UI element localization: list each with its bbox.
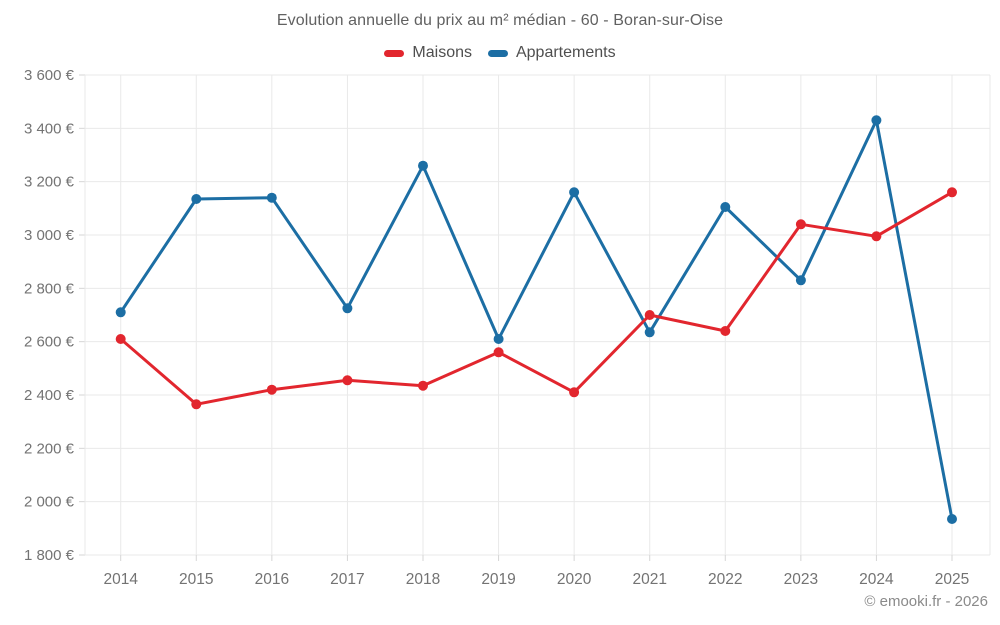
legend-item-maisons[interactable]: Maisons (384, 44, 472, 62)
data-point-maisons-2014[interactable] (115, 334, 126, 344)
y-axis-label: 2 400 € (24, 387, 75, 404)
x-axis-label: 2018 (406, 571, 440, 588)
y-axis-label: 3 000 € (24, 227, 75, 244)
y-axis-label: 3 400 € (24, 120, 75, 137)
x-axis-label: 2024 (859, 571, 894, 588)
data-point-appartements-2015[interactable] (191, 194, 202, 204)
legend-item-appartements[interactable]: Appartements (487, 44, 616, 62)
data-point-maisons-2016[interactable] (266, 384, 277, 395)
data-point-appartements-2024[interactable] (871, 115, 882, 126)
data-point-appartements-2021[interactable] (644, 327, 655, 338)
x-axis-label: 2023 (784, 571, 818, 588)
y-axis-label: 2 600 € (24, 334, 75, 351)
y-axis-label: 3 600 € (24, 67, 75, 84)
x-axis-label: 2016 (255, 571, 289, 588)
x-axis-label: 2019 (481, 571, 515, 588)
data-point-appartements-2017[interactable] (342, 303, 353, 314)
data-point-maisons-2019[interactable] (493, 347, 504, 358)
data-point-appartements-2022[interactable] (720, 202, 731, 212)
legend-swatch-maisons (384, 49, 405, 57)
legend-label-maisons: Maisons (412, 44, 472, 61)
series-line-maisons (119, 190, 954, 406)
data-point-maisons-2023[interactable] (795, 219, 806, 230)
x-axis-label: 2017 (330, 571, 364, 588)
data-point-appartements-2019[interactable] (493, 334, 504, 344)
chart-title: Evolution annuelle du prix au m² médian … (276, 12, 724, 29)
legend-swatch-appartements (487, 49, 508, 57)
x-axis-label: 2014 (103, 571, 138, 588)
data-point-maisons-2015[interactable] (191, 399, 202, 410)
y-axis-label: 3 200 € (24, 174, 75, 191)
data-point-maisons-2024[interactable] (871, 231, 882, 242)
x-axis-label: 2022 (708, 571, 742, 588)
x-axis-label: 2015 (179, 571, 213, 588)
data-point-maisons-2022[interactable] (720, 326, 731, 336)
data-point-maisons-2017[interactable] (342, 375, 353, 386)
y-axis-label: 1 800 € (24, 547, 75, 564)
data-point-maisons-2025[interactable] (947, 187, 957, 198)
x-axis-label: 2020 (557, 571, 592, 588)
data-point-appartements-2014[interactable] (115, 307, 126, 318)
copyright: © emooki.fr - 2026 (864, 593, 988, 610)
data-point-appartements-2023[interactable] (795, 275, 806, 286)
y-axis-label: 2 200 € (24, 440, 75, 457)
y-axis-label: 2 800 € (24, 280, 75, 297)
data-point-appartements-2025[interactable] (947, 514, 957, 524)
data-point-maisons-2018[interactable] (418, 380, 428, 391)
data-point-appartements-2020[interactable] (569, 187, 580, 198)
data-point-maisons-2020[interactable] (569, 387, 580, 398)
series-line-appartements (119, 118, 954, 521)
legend-label-appartements: Appartements (515, 44, 616, 61)
legend: Maisons Appartements (0, 44, 1000, 62)
data-point-appartements-2018[interactable] (418, 160, 428, 171)
data-point-appartements-2016[interactable] (266, 192, 277, 203)
x-axis-label: 2021 (632, 571, 666, 588)
x-axis-label: 2025 (935, 571, 969, 588)
y-axis-label: 2 000 € (24, 494, 75, 511)
data-point-maisons-2021[interactable] (644, 310, 655, 320)
